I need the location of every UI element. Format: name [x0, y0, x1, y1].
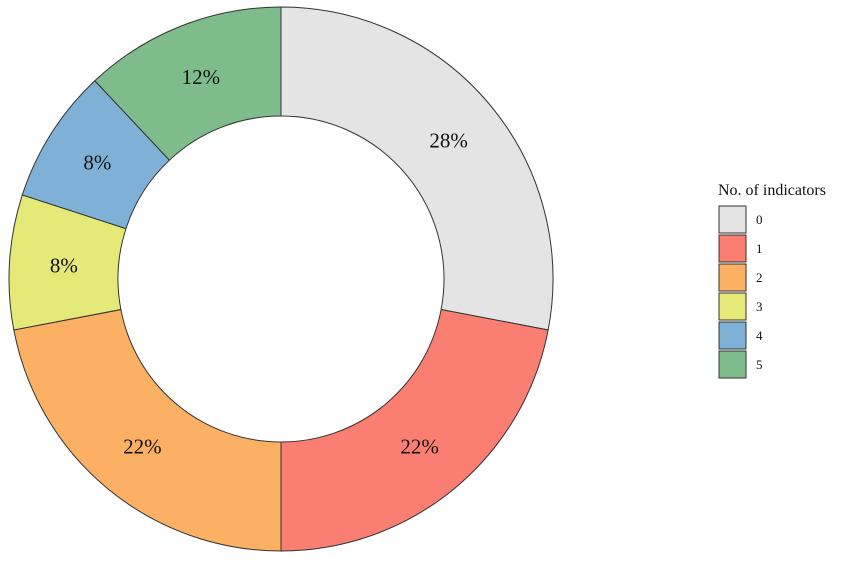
slice-label-3: 8%	[50, 253, 78, 277]
legend-label-1: 1	[756, 241, 763, 256]
legend-item-2: 2	[718, 263, 763, 292]
legend-item-0: 0	[718, 205, 763, 234]
legend-item-1: 1	[718, 234, 763, 263]
legend-item-3: 3	[718, 292, 763, 321]
slice-label-0: 28%	[429, 128, 468, 152]
slice-label-1: 22%	[400, 435, 439, 459]
legend-item-4: 4	[718, 321, 763, 350]
legend-label-0: 0	[756, 212, 763, 227]
slice-label-4: 8%	[83, 150, 111, 174]
legend-swatch-4	[718, 321, 747, 350]
donut-slices	[8, 6, 554, 552]
legend-swatch-2	[718, 263, 747, 292]
legend-label-4: 4	[756, 328, 763, 343]
slice-1	[280, 308, 549, 552]
slice-2	[13, 308, 282, 552]
legend-label-2: 2	[756, 270, 763, 285]
slice-0	[280, 6, 554, 331]
slice-labels: 28% 22% 22% 8% 8% 12%	[50, 65, 468, 459]
legend-swatch-0	[718, 205, 747, 234]
slice-label-2: 22%	[123, 435, 162, 459]
slice-label-5: 12%	[182, 65, 221, 89]
legend-swatch-1	[718, 234, 747, 263]
legend-title: No. of indicators	[718, 182, 826, 199]
slice-5	[94, 6, 282, 161]
legend-swatch-5	[718, 350, 747, 379]
legend: No. of indicators 0 1 2 3 4 5	[718, 182, 826, 379]
legend-label-5: 5	[756, 357, 763, 372]
legend-label-3: 3	[756, 299, 763, 314]
legend-item-5: 5	[718, 350, 763, 379]
legend-swatch-3	[718, 292, 747, 321]
